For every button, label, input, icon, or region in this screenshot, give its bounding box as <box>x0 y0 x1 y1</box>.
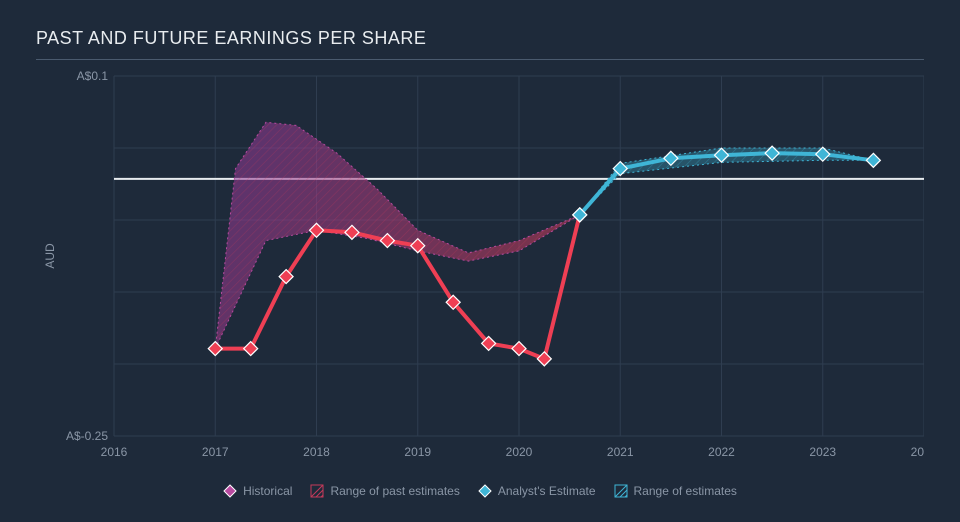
legend-swatch-range_past <box>310 484 324 498</box>
legend-label: Range of past estimates <box>330 484 459 498</box>
svg-text:2017: 2017 <box>202 445 229 459</box>
svg-text:A$0.1: A$0.1 <box>77 69 109 83</box>
chart-svg: A$0.1 A$-0.25 AUD 2016 2017 2018 2019 2020 2021 2… <box>36 68 924 478</box>
chart-plot: A$0.1 A$-0.25 AUD 2016 2017 2018 2019 2020 2021 2… <box>36 68 924 478</box>
svg-text:A$-0.25: A$-0.25 <box>66 429 108 443</box>
svg-text:2022: 2022 <box>708 445 735 459</box>
svg-text:2020: 2020 <box>506 445 533 459</box>
chart-title: PAST AND FUTURE EARNINGS PER SHARE <box>36 28 924 60</box>
legend-item-range_estimate: Range of estimates <box>614 484 737 498</box>
svg-text:2018: 2018 <box>303 445 330 459</box>
svg-text:2021: 2021 <box>607 445 634 459</box>
legend-swatch-historical <box>223 484 237 498</box>
svg-text:2024: 2024 <box>911 445 924 459</box>
legend-label: Analyst's Estimate <box>498 484 596 498</box>
legend-swatch-estimate <box>478 484 492 498</box>
svg-text:2019: 2019 <box>404 445 431 459</box>
legend-item-estimate: Analyst's Estimate <box>478 484 596 498</box>
legend-item-historical: Historical <box>223 484 292 498</box>
legend-label: Historical <box>243 484 292 498</box>
legend-swatch-range_estimate <box>614 484 628 498</box>
chart-legend: Historical Range of past estimates Analyst… <box>36 484 924 498</box>
svg-text:AUD: AUD <box>43 243 57 269</box>
chart-container: PAST AND FUTURE EARNINGS PER SHARE A$0.1… <box>0 0 960 522</box>
legend-label: Range of estimates <box>634 484 737 498</box>
svg-text:2016: 2016 <box>101 445 128 459</box>
legend-item-range_past: Range of past estimates <box>310 484 459 498</box>
svg-text:2023: 2023 <box>809 445 836 459</box>
